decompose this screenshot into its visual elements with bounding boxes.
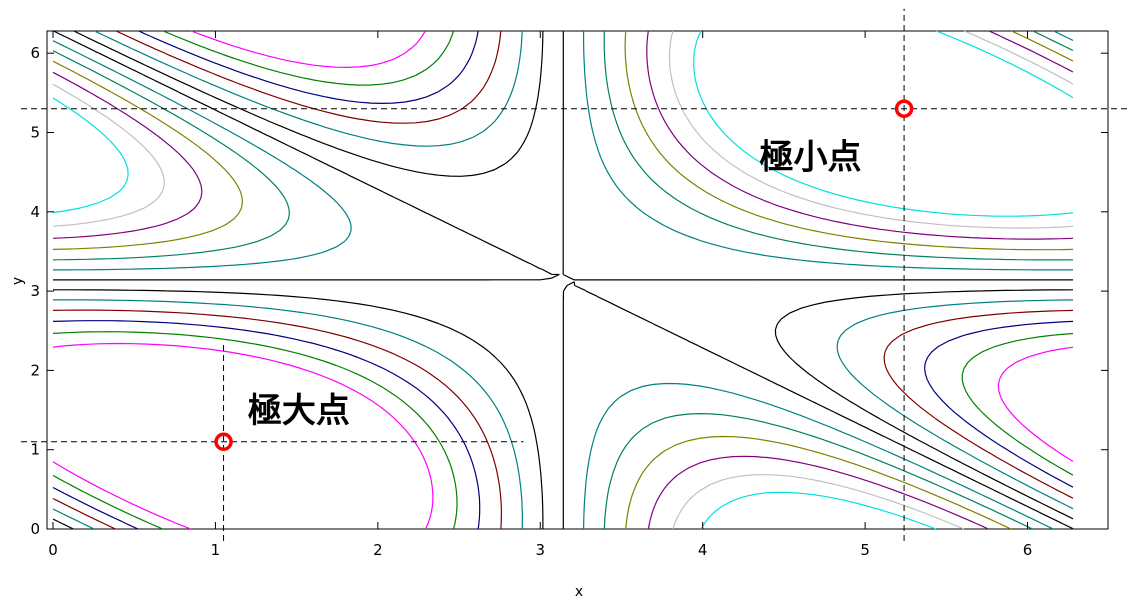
x-tick-label-4: 4 xyxy=(698,541,708,559)
contour-level-10 xyxy=(52,30,1074,530)
contour-level-5 xyxy=(52,30,1074,530)
contour-level-9 xyxy=(52,30,1074,530)
contour-level-3 xyxy=(52,30,1074,530)
y-tick-label-3: 3 xyxy=(30,282,40,300)
contour-level-2 xyxy=(52,30,1074,530)
annotations: 極大点 極小点 xyxy=(214,99,914,452)
contour-level-6 xyxy=(53,30,1074,530)
x-tick-label-1: 1 xyxy=(211,541,221,559)
guide-lines xyxy=(21,8,1129,541)
x-tick-label-3: 3 xyxy=(535,541,545,559)
contour-level-7 xyxy=(52,30,1074,530)
contour-level-12 xyxy=(52,30,1074,530)
contour-level-11 xyxy=(52,30,1074,530)
y-tick-label-0: 0 xyxy=(30,520,40,538)
x-tick-label-0: 0 xyxy=(48,541,58,559)
y-axis-label: y xyxy=(10,277,26,285)
x-tick-label-2: 2 xyxy=(373,541,383,559)
axis-ticks: 0 1 2 3 4 5 6 0 1 2 3 4 5 6 xyxy=(30,31,1108,559)
x-tick-label-6: 6 xyxy=(1023,541,1033,559)
contour-level-1 xyxy=(52,30,1074,530)
contour-lines xyxy=(52,30,1074,530)
y-tick-label-4: 4 xyxy=(30,203,40,221)
y-tick-label-2: 2 xyxy=(30,361,40,379)
plot-frame xyxy=(46,30,1109,530)
extremum-marker-0 xyxy=(214,432,233,452)
y-tick-label-5: 5 xyxy=(30,124,40,142)
extremum-marker-1 xyxy=(894,99,914,118)
y-tick-label-6: 6 xyxy=(30,44,40,62)
contour-level-8 xyxy=(52,30,1074,530)
annotation-label-1: 極小点 xyxy=(760,137,862,177)
y-tick-label-1: 1 xyxy=(30,441,40,459)
x-axis-label: x xyxy=(575,584,583,600)
contour-level-0 xyxy=(52,30,1074,530)
contour-level-4 xyxy=(52,30,1074,530)
x-tick-label-5: 5 xyxy=(860,541,870,559)
annotation-label-0: 極大点 xyxy=(248,391,350,431)
